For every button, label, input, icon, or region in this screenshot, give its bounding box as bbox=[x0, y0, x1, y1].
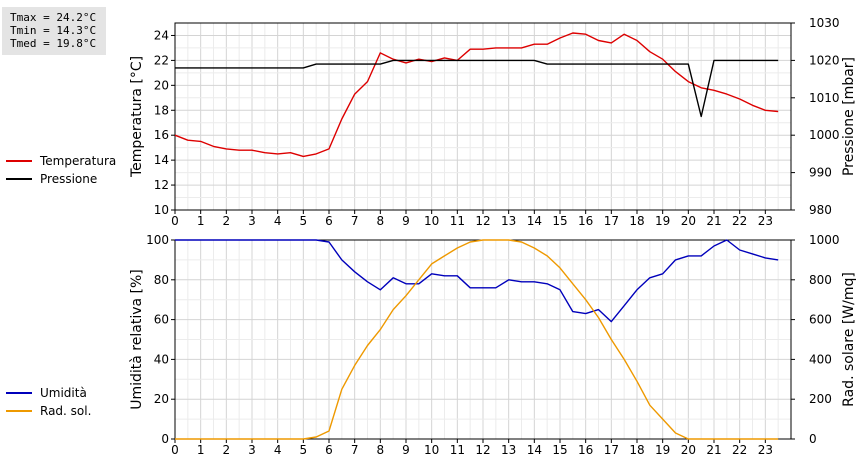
chart1-ytick-right-label: 1010 bbox=[809, 91, 840, 105]
chart2-xtick-label: 22 bbox=[732, 443, 747, 457]
chart1-xtick-label: 10 bbox=[424, 214, 439, 228]
chart1-xtick-label: 9 bbox=[402, 214, 410, 228]
chart1-xtick-label: 3 bbox=[248, 214, 256, 228]
legend-swatch-radsol bbox=[6, 410, 32, 412]
chart1-xtick-label: 21 bbox=[706, 214, 721, 228]
chart1-series-pressione-line bbox=[175, 59, 779, 118]
chart2-xtick-label: 0 bbox=[171, 443, 179, 457]
chart2-ytick-left-label: 0 bbox=[161, 432, 169, 446]
chart2-xtick-label: 3 bbox=[248, 443, 256, 457]
chart2-ytick-left-label: 20 bbox=[154, 392, 169, 406]
chart1-ytick-left-label: 24 bbox=[154, 28, 169, 42]
chart1-ytick-right-label: 980 bbox=[809, 203, 832, 217]
chart2-ylabel-left: Umidità relativa [%] bbox=[129, 269, 145, 410]
chart2-xtick-label: 12 bbox=[475, 443, 490, 457]
chart1-ylabel-left: Temperatura [°C] bbox=[129, 56, 145, 178]
chart1-xtick-label: 17 bbox=[604, 214, 619, 228]
legend-label-radsol: Rad. sol. bbox=[40, 404, 92, 418]
chart2-xtick-label: 8 bbox=[377, 443, 385, 457]
chart1-xtick-label: 20 bbox=[681, 214, 696, 228]
legend-label-pressione: Pressione bbox=[40, 172, 98, 186]
chart2-ytick-right-label: 800 bbox=[809, 273, 832, 287]
chart1-xtick-label: 18 bbox=[629, 214, 644, 228]
chart2-xtick-label: 2 bbox=[223, 443, 231, 457]
chart1-xtick-label: 13 bbox=[501, 214, 516, 228]
stats-box: Tmax = 24.2°C Tmin = 14.3°C Tmed = 19.8°… bbox=[2, 7, 106, 55]
chart2-xtick-label: 6 bbox=[325, 443, 333, 457]
chart1-ytick-left-label: 14 bbox=[154, 153, 169, 167]
legend-swatch-pressione bbox=[6, 178, 32, 180]
chart2-xtick-label: 15 bbox=[552, 443, 567, 457]
chart2-ytick-left-label: 100 bbox=[146, 233, 169, 247]
chart1-xtick-label: 4 bbox=[274, 214, 282, 228]
chart1-xtick-label: 19 bbox=[655, 214, 670, 228]
chart1-ytick-left-label: 12 bbox=[154, 178, 169, 192]
chart2-xtick-label: 13 bbox=[501, 443, 516, 457]
chart2-ytick-right-label: 600 bbox=[809, 313, 832, 327]
chart1-xtick-label: 16 bbox=[578, 214, 593, 228]
chart1-ytick-right-label: 1000 bbox=[809, 128, 840, 142]
chart2-xtick-label: 18 bbox=[629, 443, 644, 457]
chart2-ytick-left-label: 40 bbox=[154, 352, 169, 366]
chart1-ylabel-right: Pressione [mbar] bbox=[841, 57, 857, 176]
chart2-ytick-right-label: 400 bbox=[809, 352, 832, 366]
chart2-xtick-label: 9 bbox=[402, 443, 410, 457]
stats-tmin: Tmin = 14.3°C bbox=[10, 24, 97, 37]
chart2-xtick-label: 23 bbox=[758, 443, 773, 457]
chart2-xtick-label: 14 bbox=[527, 443, 542, 457]
chart1-ytick-right-label: 990 bbox=[809, 166, 832, 180]
chart1-xtick-label: 6 bbox=[325, 214, 333, 228]
legend-label-umidita: Umidità bbox=[40, 386, 87, 400]
chart2-ytick-left-label: 80 bbox=[154, 273, 169, 287]
chart2-xtick-label: 16 bbox=[578, 443, 593, 457]
chart1-xtick-label: 15 bbox=[552, 214, 567, 228]
chart1-ytick-right-label: 1020 bbox=[809, 53, 840, 67]
chart1-xtick-label: 0 bbox=[171, 214, 179, 228]
chart1-ytick-left-label: 10 bbox=[154, 203, 169, 217]
legend-swatch-temperatura bbox=[6, 160, 32, 162]
stats-tmax: Tmax = 24.2°C bbox=[10, 11, 97, 24]
chart2-series-umidit-line bbox=[175, 239, 779, 323]
chart2-xtick-label: 1 bbox=[197, 443, 205, 457]
chart1-xtick-label: 23 bbox=[758, 214, 773, 228]
chart2-xtick-label: 20 bbox=[681, 443, 696, 457]
chart1-ytick-left-label: 22 bbox=[154, 53, 169, 67]
chart1-xtick-label: 22 bbox=[732, 214, 747, 228]
chart1-xtick-label: 1 bbox=[197, 214, 205, 228]
legend-pressione: Pressione bbox=[6, 172, 97, 186]
chart2-ytick-left-label: 60 bbox=[154, 313, 169, 327]
chart2-ytick-right-label: 1000 bbox=[809, 233, 840, 247]
chart2-series-rad-sol-line bbox=[175, 239, 779, 440]
chart1-xtick-label: 2 bbox=[223, 214, 231, 228]
chart2-xtick-label: 5 bbox=[300, 443, 308, 457]
chart1-ytick-left-label: 16 bbox=[154, 128, 169, 142]
legend-umidita: Umidità bbox=[6, 386, 87, 400]
legend-swatch-umidita bbox=[6, 392, 32, 394]
chart2-xtick-label: 21 bbox=[706, 443, 721, 457]
chart2-xtick-label: 10 bbox=[424, 443, 439, 457]
chart2-ylabel-right: Rad. solare [W/mq] bbox=[841, 272, 857, 407]
stats-tmed: Tmed = 19.8°C bbox=[10, 37, 97, 50]
chart1-xtick-label: 7 bbox=[351, 214, 359, 228]
chart1-ytick-left-label: 18 bbox=[154, 103, 169, 117]
chart1-series-temperatura-line bbox=[174, 32, 779, 158]
legend-temperatura: Temperatura bbox=[6, 154, 116, 168]
legend-label-temperatura: Temperatura bbox=[40, 154, 117, 168]
chart1-xtick-label: 14 bbox=[527, 214, 542, 228]
chart2-ytick-right-label: 0 bbox=[809, 432, 817, 446]
chart1-ytick-right-label: 1030 bbox=[809, 16, 840, 30]
chart2-xtick-label: 7 bbox=[351, 443, 359, 457]
chart2-xtick-label: 17 bbox=[604, 443, 619, 457]
chart1-xtick-label: 11 bbox=[450, 214, 465, 228]
chart1-ytick-left-label: 20 bbox=[154, 78, 169, 92]
chart1-xtick-label: 12 bbox=[475, 214, 490, 228]
chart1-xtick-label: 8 bbox=[377, 214, 385, 228]
legend-radsol: Rad. sol. bbox=[6, 404, 91, 418]
chart2-ytick-right-label: 200 bbox=[809, 392, 832, 406]
chart2-xtick-label: 4 bbox=[274, 443, 282, 457]
chart1-xtick-label: 5 bbox=[300, 214, 308, 228]
chart2-xtick-label: 19 bbox=[655, 443, 670, 457]
chart2-xtick-label: 11 bbox=[450, 443, 465, 457]
